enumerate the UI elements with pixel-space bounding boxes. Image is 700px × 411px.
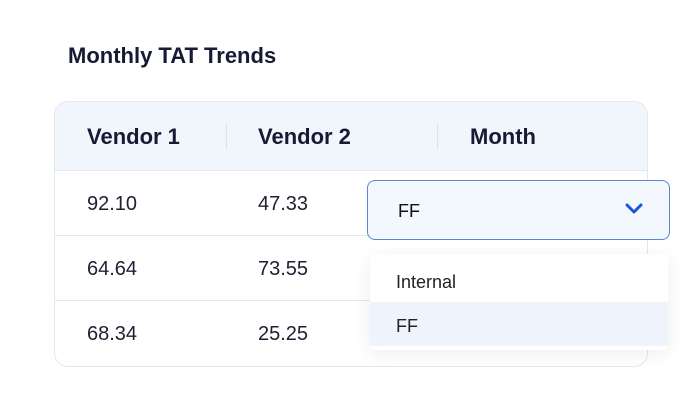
- cell-vendor-1: 64.64: [87, 258, 138, 280]
- option-internal[interactable]: Internal: [396, 272, 457, 292]
- table-row: 64.64 73.55: [55, 236, 647, 301]
- table-row: 92.10 47.33: [55, 171, 647, 236]
- cell-vendor-2: 47.33: [258, 193, 309, 215]
- cell-vendor-1: 92.10: [87, 193, 138, 215]
- header-month: Month: [470, 124, 536, 149]
- cell-vendor-2: 73.55: [258, 258, 309, 280]
- month-select-value: FF: [398, 201, 420, 221]
- header-vendor-2: Vendor 2: [258, 124, 351, 149]
- table-row: 68.34 25.25: [55, 301, 647, 365]
- header-vendor-1: Vendor 1: [87, 124, 180, 149]
- option-ff[interactable]: FF: [370, 302, 668, 346]
- month-select[interactable]: FF: [367, 180, 670, 240]
- column-divider: [437, 124, 438, 150]
- table-header: Vendor 1 Vendor 2 Month: [55, 102, 647, 171]
- page-title: Monthly TAT Trends: [68, 43, 277, 68]
- month-dropdown-menu: Internal FF: [370, 254, 668, 350]
- cell-vendor-2: 25.25: [258, 323, 309, 345]
- cell-vendor-1: 68.34: [87, 323, 138, 345]
- chevron-down-icon: [625, 203, 643, 214]
- column-divider: [226, 124, 227, 150]
